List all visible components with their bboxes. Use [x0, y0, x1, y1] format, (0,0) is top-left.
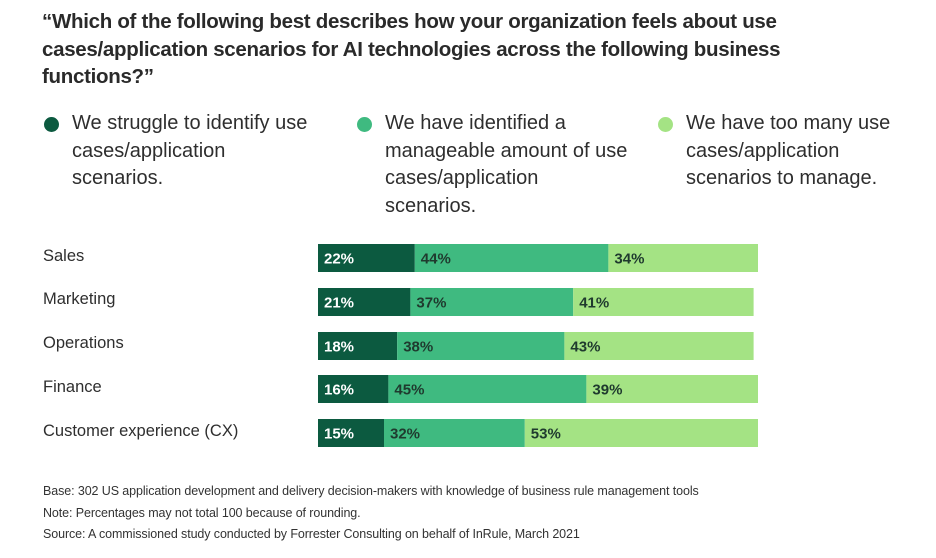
footnote-base: Base: 302 US application development and… — [43, 484, 699, 498]
category-label-finance: Finance — [43, 378, 102, 396]
bar-customer-experience-cx-manageable — [384, 419, 525, 447]
bar-label-marketing-too-many: 41% — [579, 295, 609, 312]
bar-label-operations-struggle: 18% — [324, 339, 354, 356]
bar-label-sales-too-many: 34% — [614, 251, 644, 268]
bar-finance-struggle — [318, 375, 389, 403]
bar-customer-experience-cx-too-many — [524, 419, 758, 447]
bar-label-customer-experience-cx-manageable: 32% — [390, 426, 420, 443]
legend-item-manageable: We have identified a manageable amount o… — [357, 110, 635, 220]
bar-label-finance-manageable: 45% — [394, 382, 424, 399]
legend-item-struggle: We struggle to identify use cases/applic… — [44, 110, 312, 193]
legend-label: We have too many use cases/application s… — [686, 112, 891, 189]
bar-label-customer-experience-cx-too-many: 53% — [531, 426, 561, 443]
category-label-cx: Customer experience (CX) — [43, 422, 239, 440]
legend-dot-icon — [658, 117, 673, 132]
legend-item-too-many: We have too many use cases/application s… — [658, 110, 926, 193]
legend-dot-icon — [44, 117, 59, 132]
bar-finance-manageable — [388, 375, 587, 403]
footnote-source: Source: A commissioned study conducted b… — [43, 527, 580, 541]
bar-sales-manageable — [414, 244, 609, 272]
chart-title: “Which of the following best describes h… — [42, 10, 781, 88]
bar-label-finance-too-many: 39% — [592, 382, 622, 399]
bar-label-operations-manageable: 38% — [403, 339, 433, 356]
bar-label-sales-manageable: 44% — [421, 251, 451, 268]
category-label-marketing: Marketing — [43, 290, 116, 308]
bar-operations-too-many — [564, 332, 754, 360]
bar-label-sales-struggle: 22% — [324, 251, 354, 268]
bar-label-operations-too-many: 43% — [570, 339, 600, 356]
legend-label: We have identified a manageable amount o… — [385, 112, 628, 217]
bar-label-customer-experience-cx-struggle: 15% — [324, 426, 354, 443]
bar-customer-experience-cx-struggle — [318, 419, 384, 447]
bar-label-marketing-struggle: 21% — [324, 295, 354, 312]
bar-finance-too-many — [586, 375, 758, 403]
legend-label: We struggle to identify use cases/applic… — [72, 112, 308, 189]
bar-sales-too-many — [608, 244, 758, 272]
bar-label-marketing-manageable: 37% — [416, 295, 446, 312]
legend-dot-icon — [357, 117, 372, 132]
bar-operations-manageable — [397, 332, 565, 360]
bar-operations-struggle — [318, 332, 398, 360]
bar-marketing-struggle — [318, 288, 411, 316]
category-label-operations: Operations — [43, 334, 124, 352]
bar-label-finance-struggle: 16% — [324, 382, 354, 399]
footnote-note: Note: Percentages may not total 100 beca… — [43, 506, 361, 520]
bar-marketing-manageable — [410, 288, 574, 316]
bar-marketing-too-many — [573, 288, 754, 316]
bar-sales-struggle — [318, 244, 415, 272]
category-label-sales: Sales — [43, 247, 85, 265]
